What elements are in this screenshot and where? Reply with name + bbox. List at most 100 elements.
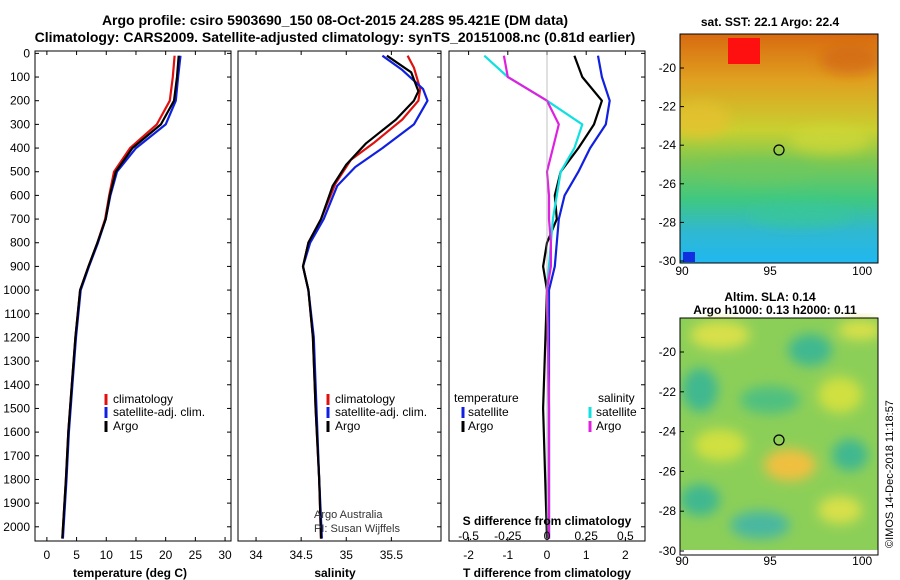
depth-tick-label: 700 [10, 212, 30, 226]
s-tick-label: -0.5 [458, 529, 479, 543]
sst-map [680, 34, 878, 263]
sla-map-frame [679, 317, 879, 556]
sla-map [680, 318, 878, 550]
map-lon-label: 90 [675, 554, 689, 568]
sst-texture [680, 45, 878, 227]
depth-tick-label: 100 [10, 70, 30, 84]
series-argo [61, 55, 180, 539]
sst-cold-patch [683, 252, 695, 262]
depth-tick-label: 1300 [3, 354, 30, 368]
x-tick-label: 34.5 [289, 548, 313, 562]
temperature-axis-label: temperature (deg C) [73, 566, 187, 580]
x-tick-label: 0 [544, 548, 551, 562]
salinity-legend: climatology satellite-adj. clim. Argo [326, 392, 427, 433]
series-argo [301, 54, 420, 539]
sst-map-axes: 90 95 100 -20 -22 -24 -26 -28 -30 [659, 61, 873, 278]
depth-tick-label: 400 [10, 141, 30, 155]
depth-tick-label: 0 [23, 46, 30, 60]
map-lon-label: 90 [675, 264, 689, 278]
x-tick-label: 2 [622, 548, 629, 562]
map-lat-label: -24 [659, 425, 677, 439]
x-tick-label: 30 [218, 548, 232, 562]
s-tick-label: 0.5 [617, 529, 634, 543]
depth-tick-label: 2000 [3, 520, 30, 534]
map-lat-label: -28 [659, 504, 677, 518]
s-difference-axis-title: S difference from climatology [463, 514, 632, 528]
map-lat-label: -20 [659, 345, 677, 359]
argo-float-marker [773, 144, 785, 156]
depth-tick-label: 200 [10, 94, 30, 108]
x-tick-label: 35.5 [380, 548, 404, 562]
s-difference-ticks: -0.5 -0.25 0 0.25 0.5 [458, 529, 634, 543]
s-tick-label: 0.25 [575, 529, 599, 543]
map-lat-label: -28 [659, 215, 677, 229]
imos-timestamp: ©IMOS 14-Dec-2018 11:18:57 [884, 400, 896, 548]
legend-climatology-label: climatology [113, 392, 173, 406]
legend-s-satellite-label: satellite [596, 405, 637, 419]
depth-tick-label: 300 [10, 117, 30, 131]
temperature-panel [34, 50, 232, 542]
depth-tick-label: 500 [10, 165, 30, 179]
x-tick-label: 25 [189, 548, 203, 562]
sst-map-frame [679, 33, 879, 264]
map-lat-label: -26 [659, 177, 677, 191]
legend-satellite-label: satellite-adj. clim. [335, 405, 427, 419]
depth-tick-label: 1000 [3, 283, 30, 297]
depth-tick-label: 1500 [3, 401, 30, 415]
legend-s-argo-label: Argo [596, 419, 622, 433]
s-tick-label: 0 [544, 529, 551, 543]
x-tick-label: 0 [44, 548, 51, 562]
depth-tick-label: 600 [10, 188, 30, 202]
x-tick-label: 15 [129, 548, 143, 562]
difference-profile: -2 -1 0 1 2 [463, 51, 645, 562]
figure-title-line2: Climatology: CARS2009. Satellite-adjuste… [34, 29, 636, 45]
x-tick-label: 5 [73, 548, 80, 562]
x-tick-label: 1 [583, 548, 590, 562]
sst-map-title: sat. SST: 22.1 Argo: 22.4 [701, 15, 840, 29]
sla-texture [680, 320, 878, 539]
x-tick-label: 10 [100, 548, 114, 562]
legend-t-satellite-label: satellite [468, 405, 509, 419]
temperature-profile: 0 5 10 15 20 25 30 [35, 51, 232, 562]
temperature-legend: climatology satellite-adj. clim. Argo [104, 392, 205, 433]
map-lon-label: 95 [763, 264, 777, 278]
sla-map-subtitle: Argo h1000: 0.13 h2000: 0.11 [693, 303, 857, 317]
map-lat-label: -22 [659, 385, 677, 399]
depth-tick-label: 1700 [3, 449, 30, 463]
map-lat-label: -22 [659, 100, 677, 114]
legend-t-argo-label: Argo [468, 419, 494, 433]
depth-tick-label: 1800 [3, 472, 30, 486]
x-tick-label: -1 [502, 548, 513, 562]
legend-satellite-label: satellite-adj. clim. [113, 405, 205, 419]
depth-tick-label: 1100 [4, 307, 30, 321]
x-tick-label: 35 [340, 548, 354, 562]
map-lon-label: 100 [852, 264, 872, 278]
salinity-axis-label: salinity [314, 566, 356, 580]
depth-tick-label: 800 [10, 236, 30, 250]
salinity-profile: 34 34.5 35 35.5 [249, 51, 441, 562]
legend-climatology-label: climatology [335, 392, 395, 406]
map-lat-label: -26 [659, 464, 677, 478]
x-tick-label: -2 [463, 548, 474, 562]
legend-argo-label: Argo [113, 419, 139, 433]
argo-float-marker [773, 434, 785, 446]
s-tick-label: -0.25 [494, 529, 522, 543]
pi-credit: PI: Susan Wijffels [314, 523, 400, 535]
legend-argo-label: Argo [335, 419, 361, 433]
x-tick-label: 20 [159, 548, 173, 562]
series-t-satellite [547, 55, 611, 539]
depth-tick-label: 900 [10, 259, 30, 273]
x-tick-label: 34 [249, 548, 263, 562]
depth-tick-label: 1900 [3, 496, 30, 510]
map-lon-label: 95 [763, 554, 777, 568]
map-lat-label: -24 [659, 138, 677, 152]
depth-tick-label: 1200 [3, 330, 30, 344]
sla-map-axes: 90 95 100 -20 -22 -24 -26 -28 -30 [659, 345, 873, 568]
salinity-panel [237, 50, 442, 542]
sst-hot-patch [728, 38, 760, 64]
map-lat-label: -30 [659, 254, 677, 268]
difference-legend: temperature satellite Argo salinity sate… [454, 391, 637, 433]
legend-temperature-title: temperature [454, 391, 519, 405]
t-difference-axis-label: T difference from climatology [463, 566, 631, 580]
